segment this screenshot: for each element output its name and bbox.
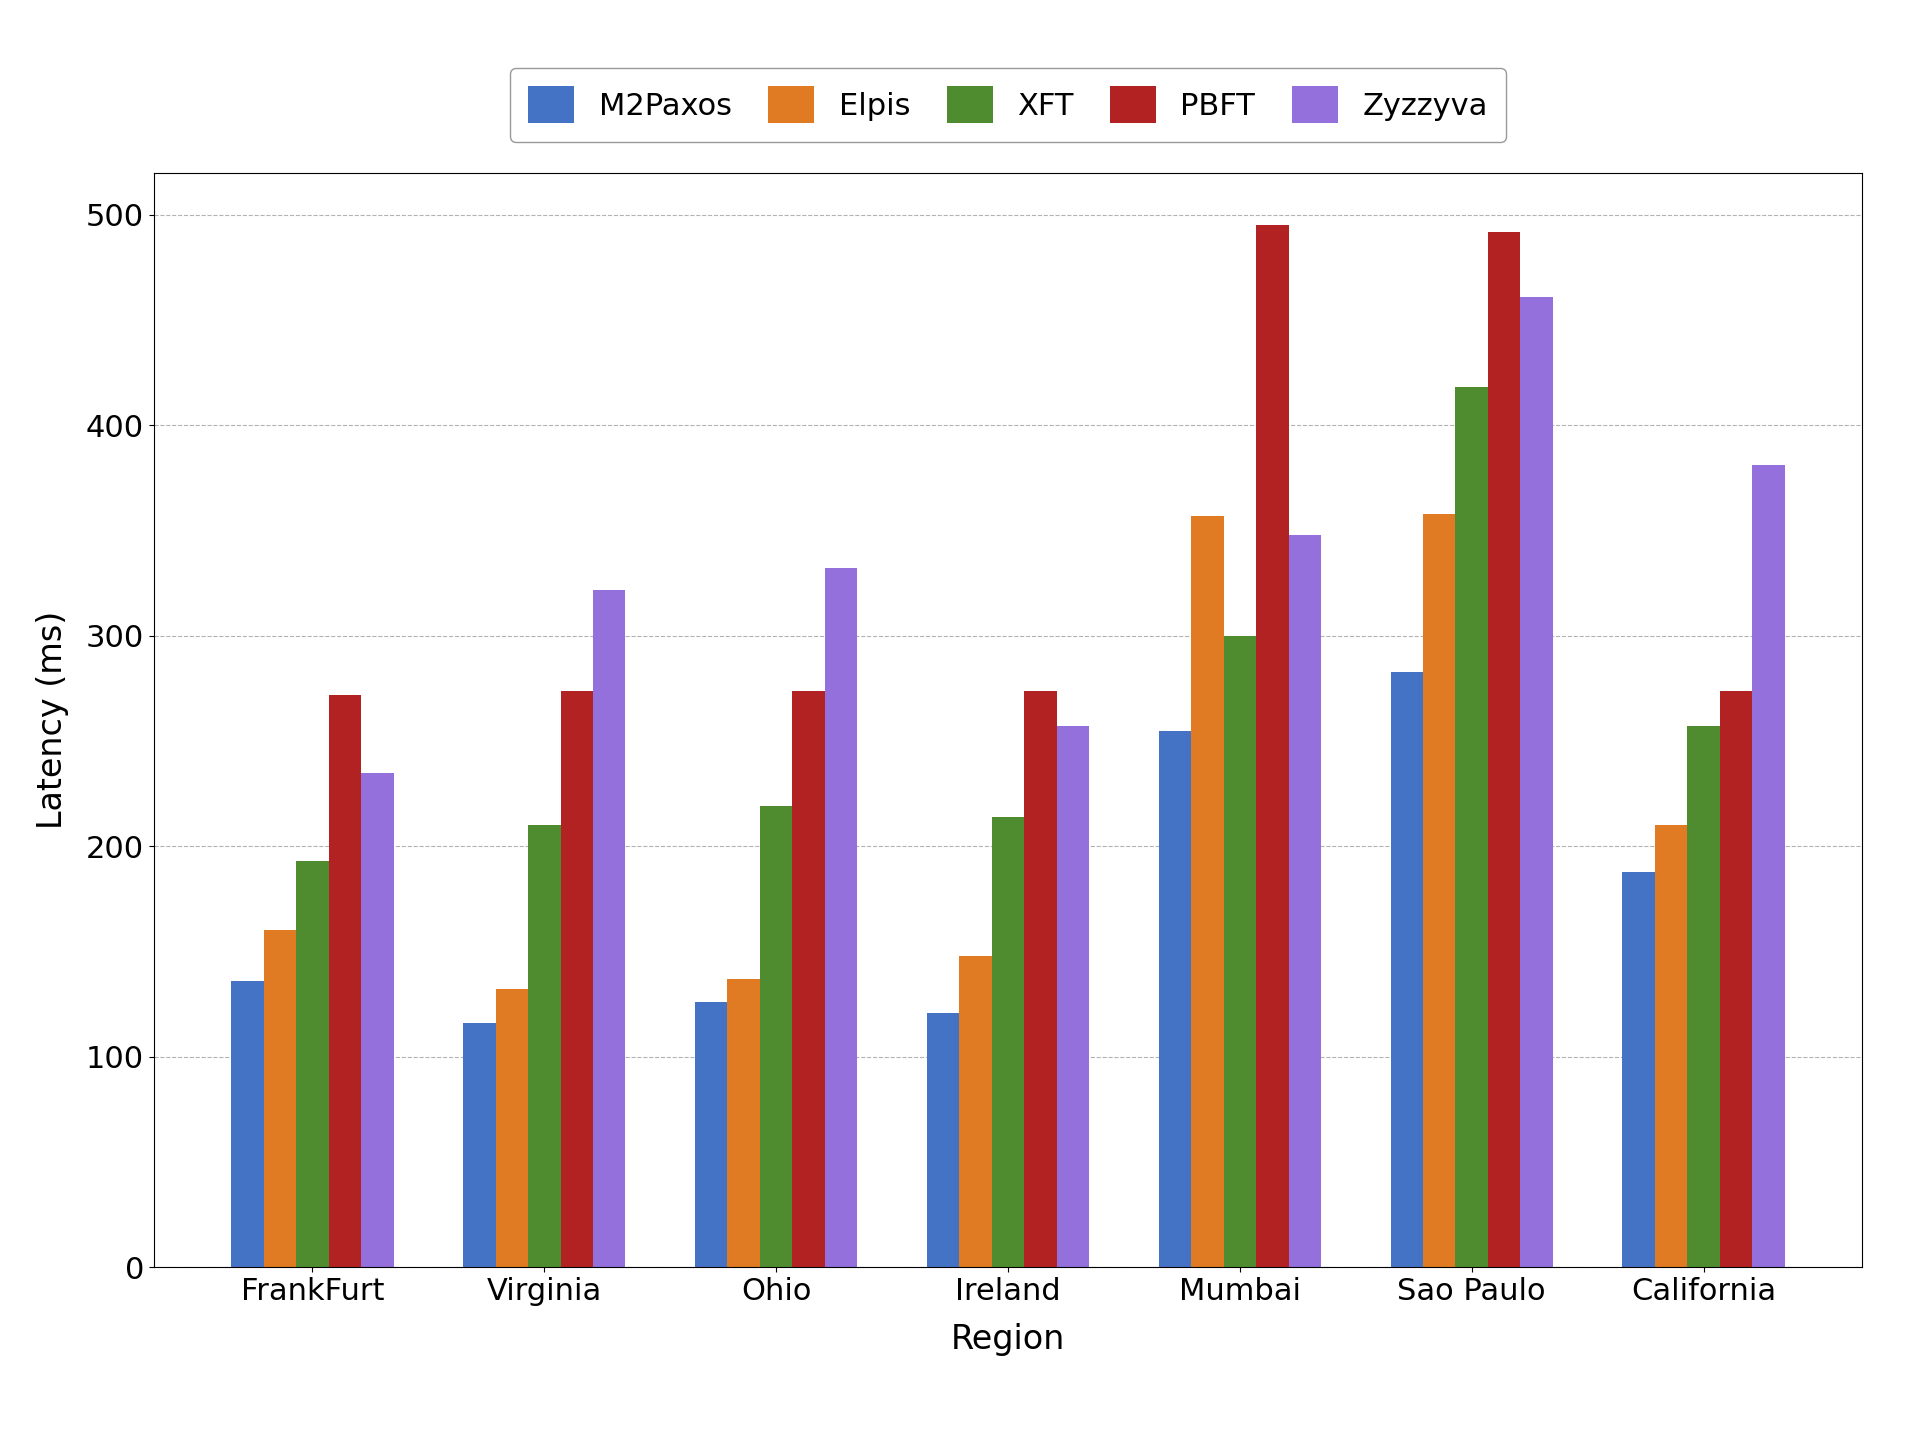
Bar bbox=[1023, 691, 1056, 1267]
Bar bbox=[1288, 534, 1321, 1267]
Bar bbox=[561, 691, 593, 1267]
Bar bbox=[1720, 691, 1753, 1267]
Bar bbox=[927, 1012, 960, 1267]
Bar bbox=[1190, 516, 1223, 1267]
Bar bbox=[263, 930, 296, 1267]
Bar bbox=[1455, 387, 1488, 1267]
Bar bbox=[960, 956, 993, 1267]
Bar bbox=[1488, 232, 1521, 1267]
Bar bbox=[1390, 671, 1423, 1267]
Bar bbox=[826, 569, 858, 1267]
Bar bbox=[1753, 465, 1786, 1267]
Bar bbox=[728, 979, 760, 1267]
Bar bbox=[528, 825, 561, 1267]
Bar bbox=[1056, 726, 1089, 1267]
Legend: M2Paxos, Elpis, XFT, PBFT, Zyzzyva: M2Paxos, Elpis, XFT, PBFT, Zyzzyva bbox=[511, 68, 1505, 141]
Bar bbox=[1622, 871, 1655, 1267]
Bar bbox=[495, 989, 528, 1267]
Bar bbox=[1158, 730, 1190, 1267]
Bar bbox=[361, 773, 394, 1267]
Bar bbox=[296, 861, 328, 1267]
Bar bbox=[993, 816, 1023, 1267]
Bar bbox=[793, 691, 826, 1267]
X-axis label: Region: Region bbox=[950, 1322, 1066, 1355]
Bar bbox=[1423, 514, 1455, 1267]
Bar bbox=[1223, 636, 1256, 1267]
Bar bbox=[1688, 726, 1720, 1267]
Bar bbox=[463, 1022, 495, 1267]
Bar bbox=[695, 1002, 728, 1267]
Bar bbox=[230, 981, 263, 1267]
Y-axis label: Latency (ms): Latency (ms) bbox=[36, 611, 69, 829]
Bar bbox=[760, 806, 793, 1267]
Bar bbox=[328, 694, 361, 1267]
Bar bbox=[1256, 226, 1288, 1267]
Bar bbox=[593, 589, 626, 1267]
Bar bbox=[1521, 297, 1553, 1267]
Bar bbox=[1655, 825, 1688, 1267]
